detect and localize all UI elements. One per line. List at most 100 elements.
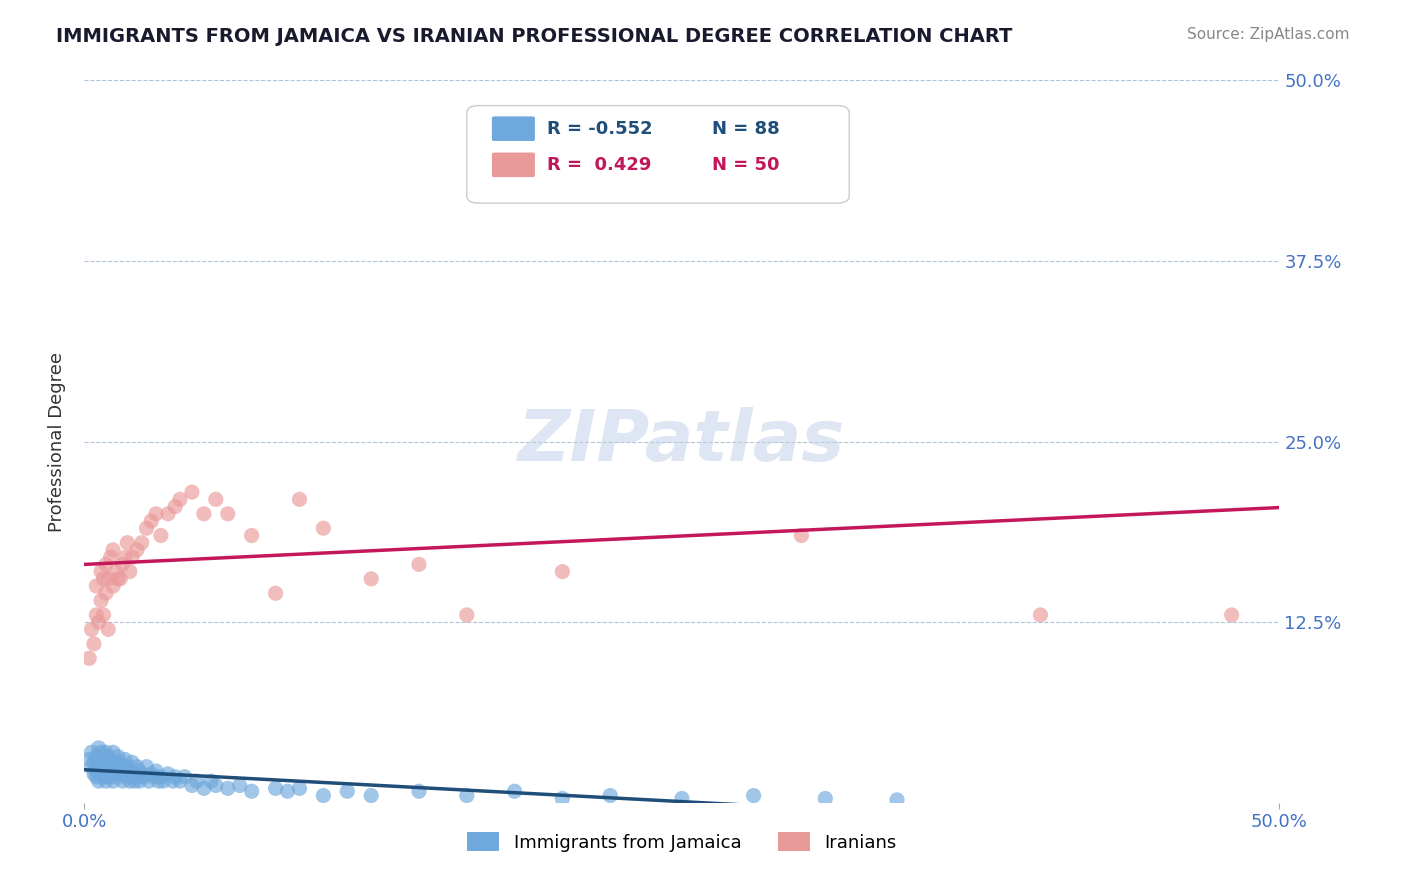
Point <box>93 572 115 586</box>
Point <box>86 607 108 622</box>
Point <box>456 607 478 622</box>
Point <box>312 789 335 803</box>
Point <box>104 756 127 770</box>
Point <box>77 651 100 665</box>
Point <box>114 550 136 565</box>
Point <box>118 764 141 778</box>
Point <box>551 565 574 579</box>
Point <box>128 764 150 778</box>
Point <box>205 492 228 507</box>
Point <box>145 764 167 778</box>
Point <box>169 774 191 789</box>
Text: R =  0.429: R = 0.429 <box>547 156 651 174</box>
Point <box>107 760 129 774</box>
Point <box>551 791 574 805</box>
Point <box>104 565 127 579</box>
Point <box>135 521 157 535</box>
Point <box>131 535 153 549</box>
Text: ZIPatlas: ZIPatlas <box>519 407 845 476</box>
Point <box>131 767 153 781</box>
Point <box>97 770 120 784</box>
Point <box>229 779 252 793</box>
Point <box>240 528 263 542</box>
Point <box>94 558 117 572</box>
Point <box>77 752 100 766</box>
Point <box>121 770 143 784</box>
Point <box>100 767 122 781</box>
Point <box>1220 607 1243 622</box>
Text: R = -0.552: R = -0.552 <box>547 120 652 137</box>
Point <box>124 774 146 789</box>
Point <box>86 764 108 778</box>
Point <box>80 745 103 759</box>
Point <box>110 756 132 770</box>
Point <box>117 760 139 774</box>
Point <box>360 572 382 586</box>
Point <box>148 774 170 789</box>
Point <box>97 764 120 778</box>
FancyBboxPatch shape <box>492 117 534 141</box>
Point <box>288 781 311 796</box>
Point <box>456 789 478 803</box>
Point <box>671 791 693 805</box>
Text: N = 50: N = 50 <box>711 156 779 174</box>
Point <box>149 528 172 542</box>
Point <box>118 565 141 579</box>
Point <box>169 492 191 507</box>
Point <box>135 760 157 774</box>
Point <box>142 770 165 784</box>
Point <box>101 774 124 789</box>
Point <box>117 767 139 781</box>
Point <box>94 774 117 789</box>
Point <box>193 507 215 521</box>
Point <box>1029 607 1052 622</box>
Point <box>125 770 148 784</box>
Point <box>193 781 215 796</box>
Point <box>104 764 127 778</box>
Point <box>93 764 115 778</box>
Point <box>121 756 143 770</box>
Point <box>97 572 120 586</box>
Point <box>790 528 813 542</box>
Point <box>111 760 134 774</box>
Point <box>110 572 132 586</box>
Point <box>111 774 134 789</box>
Point <box>742 789 765 803</box>
Point <box>80 623 103 637</box>
Point <box>101 579 124 593</box>
Point <box>217 781 239 796</box>
Point <box>886 793 908 807</box>
Point <box>118 774 141 789</box>
Point <box>360 789 382 803</box>
Point <box>157 507 180 521</box>
Point <box>100 550 122 565</box>
Point <box>599 789 621 803</box>
Point <box>408 558 430 572</box>
Point <box>97 623 120 637</box>
Point <box>205 779 228 793</box>
Point <box>240 784 263 798</box>
Point <box>186 774 208 789</box>
Point <box>264 586 287 600</box>
Point <box>165 500 187 514</box>
Point <box>111 558 134 572</box>
Point <box>87 760 110 774</box>
Point <box>128 774 150 789</box>
Text: IMMIGRANTS FROM JAMAICA VS IRANIAN PROFESSIONAL DEGREE CORRELATION CHART: IMMIGRANTS FROM JAMAICA VS IRANIAN PROFE… <box>56 27 1012 45</box>
Point <box>114 770 136 784</box>
Point <box>173 770 195 784</box>
Point <box>145 507 167 521</box>
FancyBboxPatch shape <box>492 153 534 178</box>
Point <box>90 756 112 770</box>
Point <box>110 767 132 781</box>
Point <box>149 770 172 784</box>
Point <box>100 756 122 770</box>
Point <box>671 174 693 188</box>
Point <box>97 749 120 764</box>
Point <box>121 550 143 565</box>
Point <box>101 745 124 759</box>
Point <box>86 749 108 764</box>
Point <box>264 781 287 796</box>
Point <box>165 770 187 784</box>
Point <box>200 774 222 789</box>
